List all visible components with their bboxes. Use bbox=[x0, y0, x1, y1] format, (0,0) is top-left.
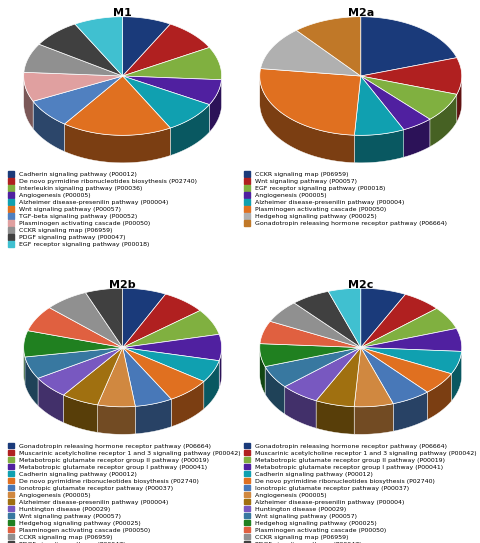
Polygon shape bbox=[360, 17, 456, 76]
Text: M1: M1 bbox=[113, 8, 132, 18]
Polygon shape bbox=[38, 378, 63, 422]
Legend: CCKR signaling map (P06959), Wnt signaling pathway (P00057), EGF receptor signal: CCKR signaling map (P06959), Wnt signali… bbox=[243, 172, 446, 226]
Polygon shape bbox=[354, 130, 403, 163]
Polygon shape bbox=[393, 392, 426, 431]
Polygon shape bbox=[39, 24, 122, 76]
Polygon shape bbox=[24, 348, 25, 384]
Polygon shape bbox=[122, 348, 171, 406]
Polygon shape bbox=[64, 76, 170, 135]
Polygon shape bbox=[429, 94, 456, 147]
Polygon shape bbox=[360, 308, 456, 348]
Polygon shape bbox=[24, 44, 122, 76]
Polygon shape bbox=[353, 403, 393, 434]
Polygon shape bbox=[294, 292, 360, 348]
Polygon shape bbox=[259, 347, 264, 394]
Polygon shape bbox=[64, 124, 170, 163]
Polygon shape bbox=[25, 357, 38, 406]
Polygon shape bbox=[315, 401, 353, 434]
Polygon shape bbox=[259, 344, 360, 367]
Legend: Cadherin signaling pathway (P00012), De novo pyrmidine ribonucleotides biosythes: Cadherin signaling pathway (P00012), De … bbox=[8, 172, 197, 247]
Polygon shape bbox=[204, 361, 219, 409]
Polygon shape bbox=[122, 311, 219, 348]
Polygon shape bbox=[122, 348, 204, 399]
Polygon shape bbox=[259, 68, 360, 135]
Polygon shape bbox=[63, 395, 97, 432]
Polygon shape bbox=[122, 294, 200, 348]
Polygon shape bbox=[270, 303, 360, 348]
Polygon shape bbox=[122, 334, 221, 361]
Polygon shape bbox=[284, 387, 315, 428]
Polygon shape bbox=[264, 348, 360, 387]
Polygon shape bbox=[456, 75, 461, 122]
Polygon shape bbox=[360, 348, 426, 403]
Polygon shape bbox=[209, 80, 221, 132]
Polygon shape bbox=[24, 76, 33, 129]
Polygon shape bbox=[354, 76, 403, 135]
Polygon shape bbox=[122, 76, 209, 128]
Polygon shape bbox=[264, 367, 284, 414]
Polygon shape bbox=[171, 381, 204, 427]
Polygon shape bbox=[360, 348, 450, 392]
Polygon shape bbox=[75, 17, 122, 76]
Polygon shape bbox=[353, 348, 393, 407]
Text: M2a: M2a bbox=[347, 8, 373, 18]
Polygon shape bbox=[259, 76, 354, 163]
Polygon shape bbox=[360, 329, 461, 351]
Polygon shape bbox=[24, 72, 122, 101]
Polygon shape bbox=[63, 348, 122, 405]
Polygon shape bbox=[122, 76, 221, 105]
Polygon shape bbox=[97, 348, 135, 407]
Polygon shape bbox=[24, 331, 122, 357]
Polygon shape bbox=[28, 308, 122, 348]
Polygon shape bbox=[219, 347, 221, 388]
Polygon shape bbox=[33, 101, 64, 151]
Polygon shape bbox=[122, 288, 165, 348]
Legend: Gonadotropin releasing hormone receptor pathway (P06664), Muscarinic acetylcholi: Gonadotropin releasing hormone receptor … bbox=[243, 443, 476, 543]
Polygon shape bbox=[259, 321, 360, 348]
Polygon shape bbox=[327, 288, 360, 348]
Polygon shape bbox=[260, 30, 360, 76]
Polygon shape bbox=[38, 348, 122, 395]
Polygon shape bbox=[122, 348, 219, 381]
Polygon shape bbox=[296, 17, 360, 76]
Polygon shape bbox=[49, 293, 122, 348]
Text: M2c: M2c bbox=[348, 280, 372, 289]
Polygon shape bbox=[170, 105, 209, 155]
Polygon shape bbox=[122, 47, 221, 80]
Polygon shape bbox=[284, 348, 360, 401]
Polygon shape bbox=[360, 294, 436, 348]
Legend: Gonadotropin releasing hormone receptor pathway (P06664), Muscarinic acetylcholi: Gonadotropin releasing hormone receptor … bbox=[8, 443, 240, 543]
Polygon shape bbox=[315, 348, 360, 407]
Polygon shape bbox=[360, 348, 461, 374]
Polygon shape bbox=[360, 76, 429, 130]
Polygon shape bbox=[135, 399, 171, 434]
Polygon shape bbox=[97, 405, 135, 434]
Polygon shape bbox=[360, 58, 461, 94]
Polygon shape bbox=[403, 119, 429, 157]
Polygon shape bbox=[33, 76, 122, 124]
Polygon shape bbox=[122, 24, 209, 76]
Polygon shape bbox=[450, 351, 461, 401]
Polygon shape bbox=[85, 288, 122, 348]
Polygon shape bbox=[25, 348, 122, 378]
Polygon shape bbox=[360, 288, 405, 348]
Polygon shape bbox=[122, 17, 170, 76]
Polygon shape bbox=[426, 374, 450, 420]
Polygon shape bbox=[360, 76, 456, 119]
Text: M2b: M2b bbox=[109, 280, 136, 289]
